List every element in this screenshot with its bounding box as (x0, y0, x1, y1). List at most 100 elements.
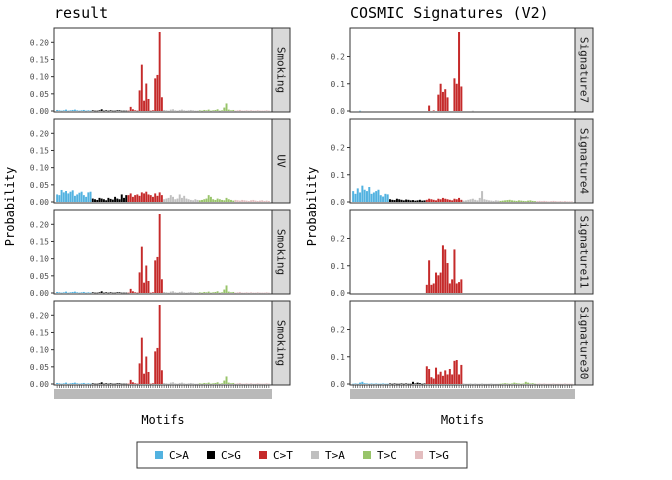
bar (62, 110, 65, 111)
bar (76, 194, 79, 202)
bar (483, 199, 486, 202)
bar (109, 383, 112, 384)
bar (256, 383, 259, 384)
bar (169, 382, 172, 384)
bar (388, 199, 391, 202)
bar (529, 200, 532, 202)
bar (247, 110, 250, 112)
bar (98, 197, 101, 202)
bar (458, 32, 461, 111)
bar (254, 383, 257, 385)
bar (432, 199, 435, 202)
bar (545, 383, 548, 385)
bar (506, 383, 509, 384)
bar (196, 110, 199, 112)
bar (522, 383, 525, 384)
y-tick-label: 0.00 (30, 289, 49, 298)
bar (71, 382, 74, 384)
bar (451, 374, 454, 384)
bar (129, 106, 132, 111)
bar (85, 383, 88, 385)
bar (196, 383, 199, 385)
bar (230, 383, 232, 384)
facet-strip (271, 300, 291, 386)
y-tick-label: 0.00 (30, 198, 49, 207)
bar (91, 383, 94, 384)
bar (134, 195, 137, 202)
panel-frame (349, 27, 576, 113)
bar (520, 200, 523, 202)
bar (145, 83, 148, 111)
bar (499, 383, 502, 385)
bar (490, 200, 493, 202)
facet-panel: Signature7 0.0 0.1 0.2 (331, 27, 594, 116)
bar (446, 374, 449, 384)
bar (416, 200, 419, 202)
facet-strip (574, 300, 594, 386)
bar (123, 110, 125, 112)
bar (89, 292, 92, 294)
bar (120, 110, 123, 112)
bar (102, 383, 105, 385)
bar (205, 110, 208, 111)
bar (187, 292, 190, 293)
bar (547, 201, 550, 202)
y-tick-label: 0.05 (30, 181, 49, 190)
bar (105, 292, 108, 293)
bar (425, 366, 428, 384)
y-tick-label: 0.00 (30, 380, 49, 389)
bar (356, 383, 359, 385)
bar (65, 109, 67, 111)
bar (149, 383, 152, 385)
bar (183, 383, 186, 384)
bar (386, 194, 389, 202)
bar (267, 292, 270, 294)
bar (216, 109, 219, 111)
bar (492, 200, 495, 202)
bar (423, 200, 426, 202)
bar (89, 110, 92, 112)
bar (263, 110, 266, 112)
bar (492, 383, 495, 385)
bar (439, 199, 442, 202)
bar (118, 383, 121, 384)
bar (85, 110, 88, 112)
bar (91, 110, 94, 111)
bar (506, 200, 509, 202)
bar (508, 383, 511, 385)
bar (163, 199, 166, 202)
bar (91, 292, 94, 293)
bar (143, 282, 146, 293)
bar (501, 200, 504, 202)
bar (405, 199, 408, 202)
y-tick-label: 0.05 (30, 272, 49, 281)
bar (545, 201, 548, 202)
bar (458, 282, 461, 293)
bar (557, 201, 560, 202)
bar (382, 196, 385, 202)
bar (180, 197, 183, 202)
bar (94, 383, 96, 385)
bar (176, 110, 179, 112)
bar (250, 200, 253, 202)
bar (127, 292, 130, 294)
bar (517, 200, 520, 202)
bar (254, 200, 257, 202)
bar (221, 383, 224, 384)
bar (152, 292, 154, 293)
y-tick-label: 0.0 (331, 289, 346, 298)
bar (458, 197, 461, 202)
y-axis-label: Probability (3, 167, 17, 246)
bar (100, 382, 103, 384)
y-tick-label: 0.10 (30, 164, 49, 173)
bar (149, 292, 152, 294)
y-tick-label: 0.15 (30, 55, 49, 64)
bar (223, 200, 226, 202)
bar (561, 383, 564, 385)
bar (566, 383, 569, 385)
bar (515, 383, 518, 384)
bar (432, 378, 435, 384)
bar (89, 383, 92, 385)
bar (395, 383, 398, 385)
bar (243, 292, 246, 294)
